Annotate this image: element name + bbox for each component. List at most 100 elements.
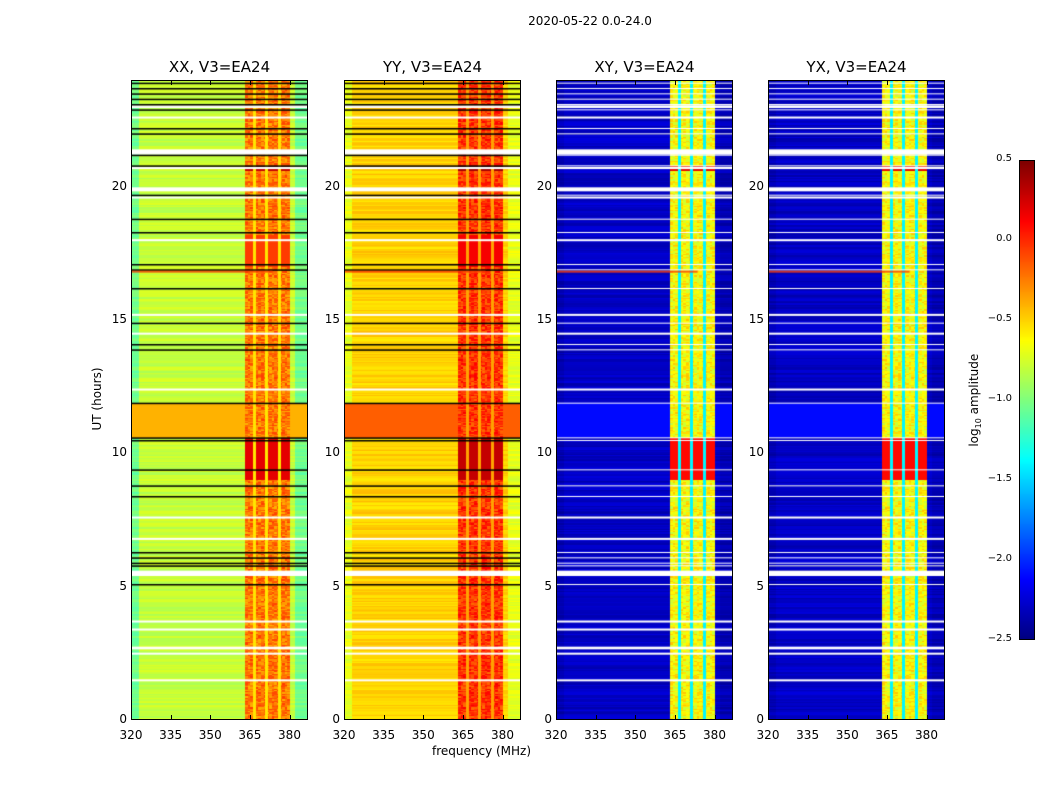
y-tick-label: 10 — [748, 445, 764, 460]
panel-title: YY, V3=EA24 — [382, 58, 483, 76]
x-tick-mark — [768, 715, 769, 720]
x-tick-label: 335 — [796, 728, 820, 742]
x-tick-label: 320 — [119, 728, 143, 742]
colorbar-tick-label: −1.5 — [987, 473, 1012, 484]
x-tick-label: 350 — [835, 728, 859, 742]
y-tick-label: 15 — [536, 312, 552, 326]
x-tick-mark — [926, 80, 928, 85]
x-tick-label: 380 — [915, 728, 938, 742]
x-tick-mark — [847, 715, 849, 720]
y-tick-label: 0 — [756, 712, 764, 726]
x-tick-mark — [674, 80, 676, 85]
y-axis-label: UT (hours) — [90, 367, 104, 431]
heatmap-yx — [768, 80, 945, 720]
x-tick-label: 380 — [703, 728, 726, 742]
x-tick-mark — [807, 715, 809, 720]
x-tick-mark — [502, 80, 504, 85]
x-tick-mark — [502, 715, 504, 720]
x-tick-mark — [170, 80, 172, 85]
x-tick-mark — [249, 80, 251, 85]
x-tick-label: 320 — [544, 728, 568, 742]
x-tick-label: 380 — [491, 728, 514, 742]
x-tick-mark — [595, 715, 597, 720]
x-tick-mark — [714, 715, 716, 720]
colorbar-tick-label: 0.5 — [996, 153, 1012, 164]
y-tick-label: 20 — [324, 178, 340, 193]
x-tick-mark — [249, 715, 251, 720]
axes-frame — [556, 80, 733, 720]
heatmap-xx — [131, 80, 308, 720]
x-tick-mark — [289, 80, 291, 85]
x-tick-mark — [462, 80, 464, 85]
colorbar-tick-label: −1.0 — [987, 393, 1012, 404]
colorbar-tick-label: −0.5 — [987, 313, 1012, 324]
x-tick-label: 350 — [411, 728, 435, 742]
panel-title: XY, V3=EA24 — [594, 58, 695, 76]
x-tick-label: 380 — [278, 728, 301, 742]
colorbar — [1019, 160, 1035, 640]
y-tick-label: 10 — [536, 445, 552, 460]
colorbar-tick-label: −2.0 — [987, 553, 1012, 564]
axes-frame — [344, 80, 521, 720]
panel-title: XX, V3=EA24 — [168, 58, 271, 76]
x-tick-mark — [210, 715, 212, 720]
x-tick-label: 350 — [623, 728, 647, 742]
x-tick-mark — [383, 715, 385, 720]
y-tick-label: 20 — [111, 178, 127, 193]
x-tick-mark — [635, 715, 637, 720]
x-tick-mark — [674, 715, 676, 720]
x-tick-label: 335 — [159, 728, 183, 742]
x-tick-label: 365 — [875, 728, 899, 742]
x-tick-mark — [423, 80, 425, 85]
y-tick-label: 20 — [748, 178, 764, 193]
y-tick-label: 5 — [544, 578, 552, 593]
y-tick-label: 0 — [119, 712, 127, 726]
x-tick-mark — [635, 80, 637, 85]
y-tick-label: 15 — [748, 312, 764, 326]
x-axis-label: frequency (MHz) — [432, 744, 532, 758]
y-tick-label: 15 — [111, 312, 127, 326]
x-tick-mark — [926, 715, 928, 720]
x-tick-label: 365 — [663, 728, 687, 742]
panel-2: XY, V3=EA24 320 335 350 365 380 0 5 10 15 20 — [537, 58, 733, 742]
x-tick-label: 350 — [198, 728, 222, 742]
x-tick-label: 365 — [451, 728, 475, 742]
heatmap-xy — [556, 80, 733, 720]
axes-frame — [768, 80, 945, 720]
panel-3: YX, V3=EA24 320 335 350 365 380 0 5 10 15 20 — [749, 58, 945, 742]
y-tick-label: 15 — [324, 312, 340, 326]
y-tick-label: 0 — [544, 712, 552, 726]
colorbar-tick-label: 0.0 — [996, 233, 1012, 244]
x-tick-mark — [886, 80, 888, 85]
y-tick-label: 5 — [119, 578, 127, 593]
x-tick-label: 365 — [238, 728, 262, 742]
x-tick-mark — [170, 715, 172, 720]
y-tick-label: 5 — [756, 578, 764, 593]
y-tick-label: 5 — [332, 578, 340, 593]
x-tick-mark — [344, 80, 345, 85]
x-tick-mark — [847, 80, 849, 85]
figure-title: 2020-05-22 0.0-24.0 — [528, 14, 652, 28]
x-tick-mark — [131, 80, 132, 85]
x-tick-mark — [210, 80, 212, 85]
x-tick-mark — [714, 80, 716, 85]
colorbar-label: log10 amplitude — [966, 353, 984, 447]
x-tick-label: 320 — [756, 728, 780, 742]
x-tick-mark — [886, 715, 888, 720]
x-tick-mark — [344, 715, 345, 720]
x-tick-label: 335 — [372, 728, 396, 742]
y-tick-label: 10 — [111, 445, 127, 460]
x-tick-label: 335 — [584, 728, 608, 742]
panel-1: YY, V3=EA24 320 335 350 365 380 0 5 10 15 20 — [325, 58, 521, 742]
x-tick-mark — [289, 715, 291, 720]
x-tick-mark — [383, 80, 385, 85]
x-tick-mark — [556, 80, 557, 85]
x-tick-mark — [131, 715, 132, 720]
heatmap-yy — [344, 80, 521, 720]
y-tick-label: 20 — [536, 178, 552, 193]
panel-title: YX, V3=EA24 — [806, 58, 907, 76]
axes-frame — [131, 80, 308, 720]
x-tick-mark — [807, 80, 809, 85]
x-tick-mark — [768, 80, 769, 85]
